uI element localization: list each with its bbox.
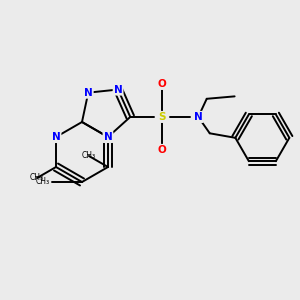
Text: N: N (194, 112, 203, 122)
Text: CH₃: CH₃ (82, 152, 96, 160)
Text: CH₃: CH₃ (30, 173, 44, 182)
Text: N: N (84, 88, 93, 98)
Text: N: N (103, 132, 112, 142)
Text: N: N (114, 85, 122, 94)
Text: O: O (158, 79, 167, 89)
Text: O: O (158, 145, 167, 155)
Text: N: N (52, 132, 60, 142)
Text: S: S (158, 112, 166, 122)
Text: CH₃: CH₃ (36, 178, 50, 187)
